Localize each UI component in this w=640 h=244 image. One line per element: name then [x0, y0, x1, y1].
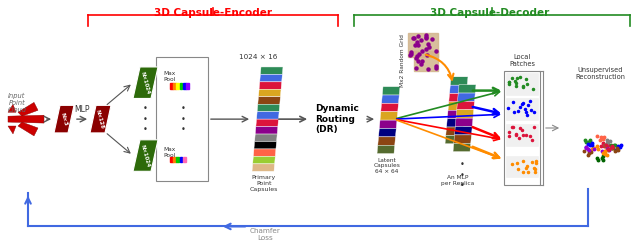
Bar — [170, 83, 173, 89]
Polygon shape — [445, 135, 463, 144]
Bar — [180, 157, 182, 163]
Polygon shape — [54, 105, 74, 133]
Text: Unsupervised
Reconstruction: Unsupervised Reconstruction — [575, 67, 625, 80]
Polygon shape — [254, 142, 276, 149]
Bar — [180, 83, 182, 89]
Bar — [414, 51, 438, 71]
Polygon shape — [8, 115, 44, 123]
Polygon shape — [381, 103, 399, 112]
Polygon shape — [449, 93, 467, 102]
Polygon shape — [378, 129, 396, 137]
Bar — [183, 83, 186, 89]
Polygon shape — [454, 127, 472, 135]
Polygon shape — [380, 112, 397, 120]
Text: Chamfer
Loss: Chamfer Loss — [250, 228, 280, 241]
Text: 3D Capsule-Encoder: 3D Capsule-Encoder — [154, 8, 272, 18]
Bar — [408, 33, 438, 57]
Bar — [186, 83, 189, 89]
Text: Max
Pool: Max Pool — [163, 147, 175, 158]
Polygon shape — [90, 105, 111, 133]
Polygon shape — [382, 87, 400, 95]
Text: Mx2 Random Grid: Mx2 Random Grid — [399, 35, 404, 88]
Text: 1024 × 16: 1024 × 16 — [239, 54, 277, 60]
Polygon shape — [457, 102, 474, 110]
Text: 3D Capsule-Decoder: 3D Capsule-Decoder — [430, 8, 550, 18]
Polygon shape — [449, 85, 467, 93]
Text: N×1024: N×1024 — [140, 143, 150, 168]
Polygon shape — [257, 112, 279, 119]
Polygon shape — [258, 97, 280, 104]
Polygon shape — [445, 127, 463, 135]
Polygon shape — [260, 67, 283, 74]
Polygon shape — [447, 119, 464, 127]
Polygon shape — [448, 102, 466, 110]
Bar — [177, 83, 179, 89]
Text: An MLP
per Replica: An MLP per Replica — [442, 175, 475, 186]
Text: MLP: MLP — [74, 105, 90, 114]
Polygon shape — [257, 104, 280, 112]
Polygon shape — [381, 95, 399, 103]
Polygon shape — [8, 126, 16, 134]
Bar — [156, 57, 208, 181]
Polygon shape — [377, 145, 395, 153]
Text: Local
Patches: Local Patches — [509, 54, 535, 67]
Polygon shape — [451, 77, 468, 85]
Polygon shape — [255, 127, 278, 134]
Polygon shape — [253, 156, 275, 164]
Text: •
•
•: • • • — [460, 161, 465, 190]
Bar — [173, 83, 176, 89]
Text: •
•
•: • • • — [180, 104, 186, 134]
Polygon shape — [458, 93, 476, 102]
Bar — [177, 157, 179, 163]
Bar — [506, 156, 538, 177]
Polygon shape — [8, 104, 16, 112]
Text: Dynamic
Routing
(DR): Dynamic Routing (DR) — [315, 104, 359, 134]
Polygon shape — [260, 74, 282, 82]
Text: Max
Pool: Max Pool — [163, 71, 175, 82]
Text: N×128: N×128 — [95, 109, 105, 129]
Polygon shape — [253, 149, 276, 156]
Bar — [170, 157, 173, 163]
Text: Input
Point
Cloud: Input Point Cloud — [8, 92, 26, 113]
Polygon shape — [255, 134, 277, 142]
Polygon shape — [455, 118, 473, 127]
Bar — [506, 99, 538, 120]
Polygon shape — [256, 119, 278, 127]
Polygon shape — [133, 140, 158, 171]
Polygon shape — [259, 89, 281, 97]
Bar — [183, 157, 186, 163]
Polygon shape — [458, 85, 476, 93]
Polygon shape — [252, 164, 275, 171]
Polygon shape — [378, 137, 396, 145]
Text: Primary
Point
Capsules: Primary Point Capsules — [250, 175, 278, 192]
Polygon shape — [380, 120, 397, 129]
Bar — [506, 124, 538, 146]
Polygon shape — [18, 122, 38, 136]
Text: Latent
Capsules
64 × 64: Latent Capsules 64 × 64 — [374, 158, 401, 174]
Polygon shape — [259, 82, 282, 89]
Polygon shape — [133, 67, 158, 99]
Text: N×1024: N×1024 — [140, 71, 150, 95]
Polygon shape — [447, 110, 465, 119]
Polygon shape — [456, 110, 474, 118]
Bar — [173, 157, 176, 163]
Text: N×3: N×3 — [60, 112, 68, 126]
Bar — [504, 71, 540, 185]
Polygon shape — [454, 135, 472, 143]
Text: •
•
•: • • • — [143, 104, 147, 134]
Polygon shape — [18, 102, 38, 116]
Polygon shape — [453, 143, 471, 152]
Bar — [506, 73, 538, 94]
